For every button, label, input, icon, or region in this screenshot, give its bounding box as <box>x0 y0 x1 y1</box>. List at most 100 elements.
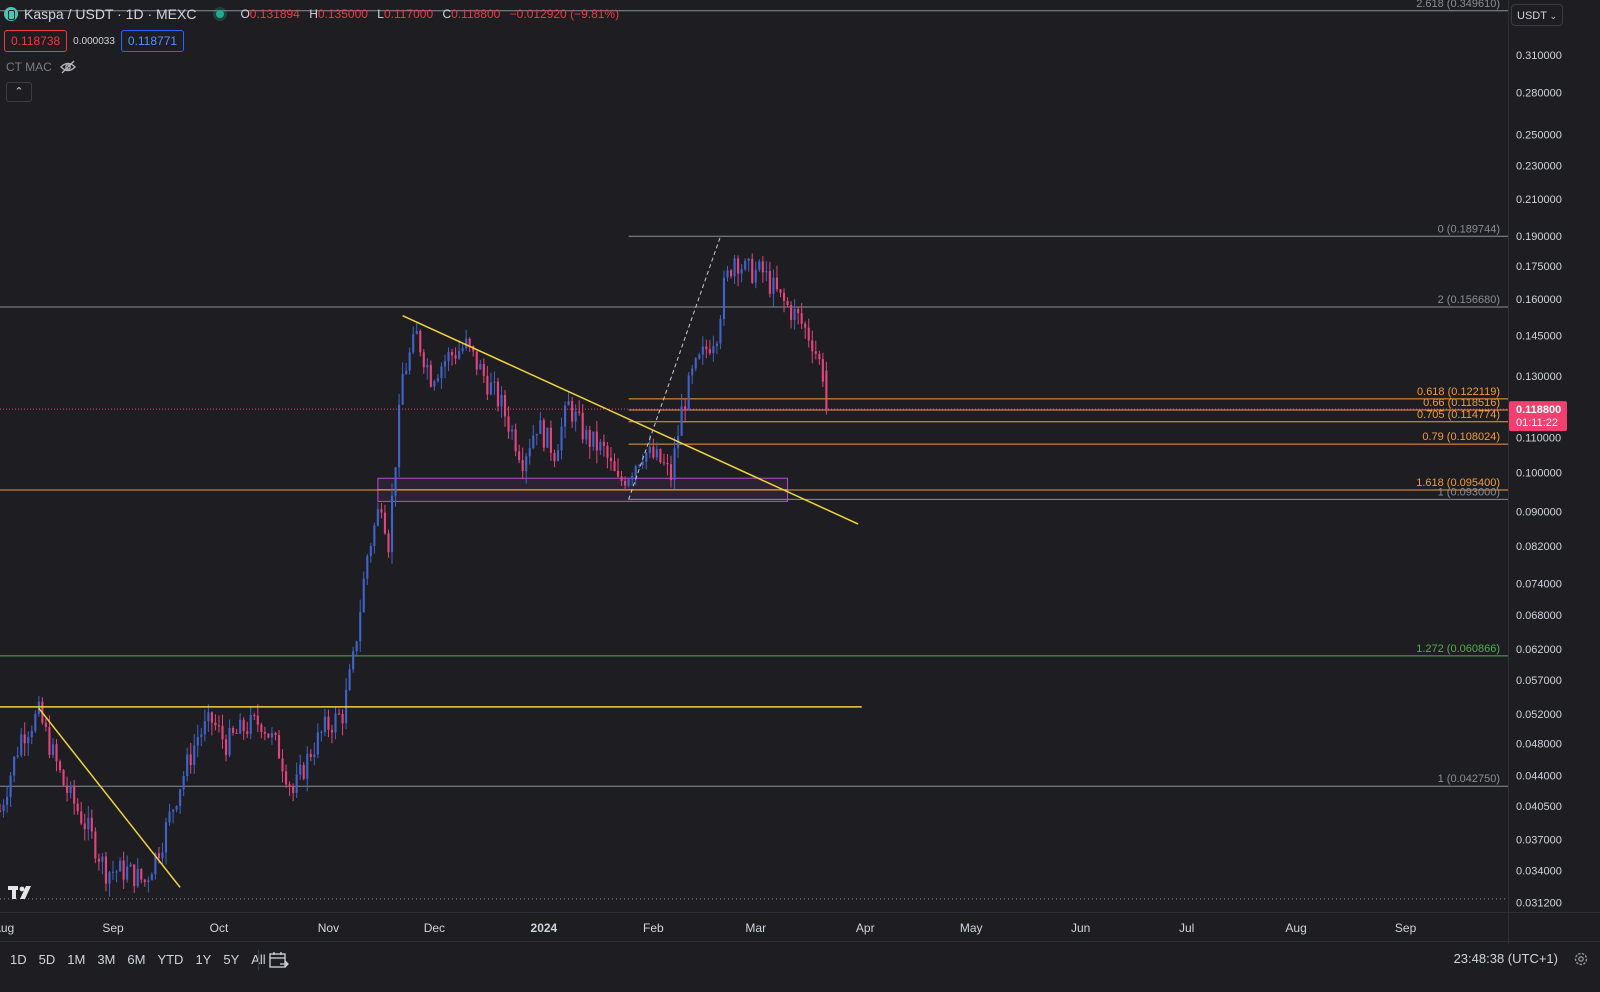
candle-body <box>631 475 634 480</box>
range-button-1y[interactable]: 1Y <box>195 952 212 967</box>
candle-body <box>556 450 560 462</box>
clock-timezone[interactable]: 23:48:38 (UTC+1) <box>1453 951 1558 966</box>
candle-body <box>267 733 270 738</box>
candle-body <box>313 754 316 758</box>
sell-button[interactable]: 0.118738 <box>4 30 68 52</box>
y-tick-label: 0.074000 <box>1516 579 1562 591</box>
candle-body <box>641 461 644 465</box>
price-chart[interactable]: 0.3400000.3100000.2800000.2500000.230000… <box>0 0 1600 944</box>
candle-body <box>691 368 694 376</box>
candle-body <box>6 796 9 805</box>
x-tick-label: Sep <box>102 921 124 935</box>
range-button-1d[interactable]: 1D <box>10 952 27 967</box>
candle-body <box>571 401 574 422</box>
hidden-eye-icon[interactable] <box>59 60 76 74</box>
candle-body <box>627 479 630 486</box>
range-button-1m[interactable]: 1M <box>67 952 86 967</box>
candle-body <box>20 734 23 756</box>
y-tick-label: 0.068000 <box>1516 610 1562 622</box>
candle-body <box>69 785 72 793</box>
candle-body <box>210 712 213 723</box>
y-tick-label: 0.160000 <box>1516 294 1562 306</box>
candle-body <box>66 785 69 793</box>
symbol-title[interactable]: Kaspa / USDT · 1D · MEXC <box>24 6 197 22</box>
currency-select[interactable]: USDT ⌄ <box>1511 4 1563 26</box>
candle-body <box>62 770 65 786</box>
candle-body <box>553 452 556 462</box>
candle-body <box>518 451 521 461</box>
go-to-date-calendar-icon[interactable] <box>268 950 290 970</box>
candle-body <box>87 817 90 830</box>
candle-body <box>362 578 365 613</box>
candle-body <box>712 346 715 354</box>
candle-body <box>429 364 432 387</box>
low-value: 0.117000 <box>383 7 434 21</box>
y-tick-label: 0.210000 <box>1516 194 1562 206</box>
collapse-legend-button[interactable]: ⌃ <box>6 82 32 102</box>
range-button-6m[interactable]: 6M <box>127 952 146 967</box>
trendline <box>402 315 859 525</box>
candle-body <box>249 715 252 734</box>
candle-body <box>585 429 588 440</box>
candle-body <box>196 736 199 746</box>
candle-body <box>450 352 454 356</box>
candle-body <box>793 309 796 320</box>
spread-value: 0.000033 <box>73 35 115 47</box>
y-tick-label: 0.034000 <box>1516 866 1562 878</box>
range-button-ytd[interactable]: YTD <box>157 952 184 967</box>
x-tick-label: Jul <box>1179 921 1194 935</box>
range-button-5y[interactable]: 5Y <box>223 952 240 967</box>
candle-body <box>51 744 55 756</box>
candle-body <box>701 346 704 355</box>
candle-body <box>722 277 726 320</box>
support-zone <box>377 477 789 491</box>
candle-body <box>666 463 669 465</box>
candle-body <box>323 716 326 732</box>
indicator-name[interactable]: CT MAC <box>6 60 52 74</box>
candle-body <box>715 343 718 347</box>
candle-body <box>94 831 97 859</box>
candle-body <box>383 512 387 534</box>
candle-body <box>337 713 341 715</box>
range-button-3m[interactable]: 3M <box>97 952 116 967</box>
indicator-legend: CT MAC <box>6 60 76 74</box>
candle-body <box>482 364 485 376</box>
candle-body <box>525 456 528 472</box>
current-price-value: 0.118800 <box>1516 404 1561 416</box>
candle-body <box>546 427 549 448</box>
candle-body <box>426 364 429 368</box>
candle-body <box>595 431 598 451</box>
y-tick-label: 0.145000 <box>1516 331 1562 343</box>
candle-body <box>136 868 139 887</box>
candle-body <box>327 716 330 730</box>
buy-button[interactable]: 0.118771 <box>120 30 185 52</box>
candle-body <box>786 300 789 305</box>
candle-body <box>0 810 2 812</box>
high-label: H <box>309 7 318 21</box>
range-button-5d[interactable]: 5D <box>38 952 56 967</box>
candle-body <box>164 822 168 853</box>
candle-body <box>76 803 79 812</box>
candle-body <box>797 309 800 314</box>
y-tick-label: 0.044000 <box>1516 771 1562 783</box>
candle-body <box>157 853 160 859</box>
candle-body <box>104 856 108 884</box>
y-tick-label: 0.130000 <box>1516 371 1562 383</box>
candle-body <box>401 374 404 405</box>
x-tick-label: Aug <box>0 921 14 935</box>
candle-body <box>189 754 192 766</box>
candle-body <box>747 258 750 261</box>
candle-body <box>539 420 542 434</box>
x-tick-label: Feb <box>643 921 664 935</box>
candle-body <box>175 806 178 810</box>
fib-level-label: 2.618 (0.349610) <box>1416 0 1500 10</box>
candle-body <box>825 370 828 410</box>
gear-icon[interactable] <box>1572 950 1590 968</box>
trendline <box>38 707 181 888</box>
candle-body <box>475 351 478 370</box>
candle-body <box>398 404 401 468</box>
candle-body <box>447 352 450 362</box>
candle-body <box>126 866 129 880</box>
candle-body <box>574 411 577 422</box>
candle-body <box>376 509 379 526</box>
